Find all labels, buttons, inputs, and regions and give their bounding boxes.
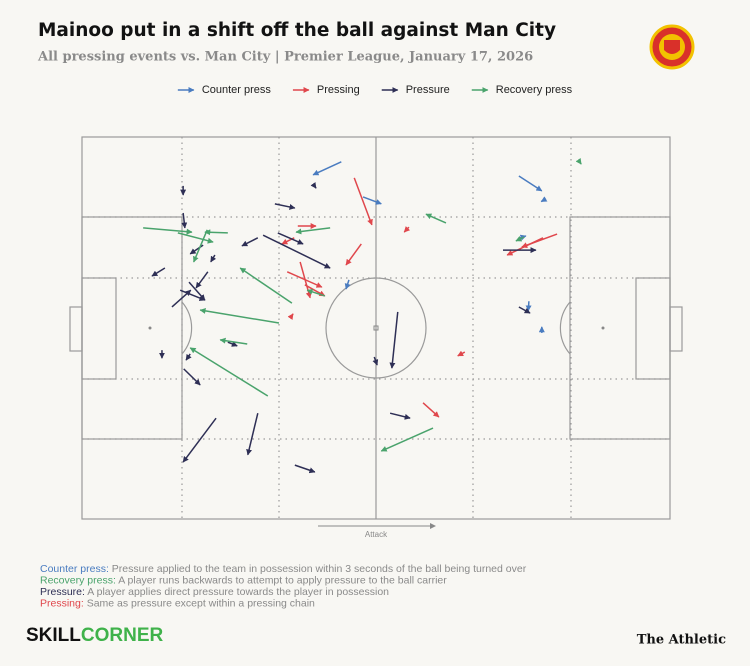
- event-arrow: [151, 267, 166, 277]
- event-arrow: [425, 213, 447, 224]
- event-arrow: [353, 177, 373, 226]
- legend-label: Recovery press: [496, 84, 573, 96]
- event-arrow: [246, 413, 259, 456]
- event-arrow: [310, 182, 317, 189]
- event-arrow: [518, 175, 543, 192]
- chart-subtitle: All pressing events vs. Man City | Premi…: [37, 50, 533, 65]
- brand-logo: SKILLCORNER: [26, 625, 164, 646]
- pitch: [69, 136, 683, 520]
- note: Pressure: A player applies direct pressu…: [40, 586, 389, 598]
- event-arrow: [210, 254, 217, 263]
- arrows: [143, 157, 582, 474]
- event-arrow: [274, 203, 296, 210]
- event-arrow: [295, 227, 331, 235]
- event-arrow: [179, 289, 206, 301]
- note-term: Recovery press:: [40, 574, 116, 586]
- event-arrow: [389, 311, 399, 369]
- event-arrow: [241, 237, 259, 247]
- brand-corner: CORNER: [81, 625, 164, 646]
- event-arrow: [182, 417, 217, 463]
- event-arrow: [457, 350, 466, 357]
- publisher: The Athletic: [637, 633, 726, 648]
- event-arrow: [204, 229, 228, 236]
- event-arrow: [239, 267, 293, 304]
- event-arrow: [518, 306, 531, 314]
- event-arrow: [515, 235, 525, 242]
- event-arrow: [277, 232, 304, 245]
- event-arrow: [525, 301, 532, 312]
- event-arrow: [362, 196, 382, 205]
- event-arrow: [287, 313, 294, 321]
- event-arrow: [506, 237, 544, 256]
- event-arrow: [380, 427, 434, 452]
- event-arrow: [181, 212, 188, 229]
- legend-label: Pressing: [317, 84, 360, 96]
- event-arrow: [219, 337, 248, 345]
- legend-label: Pressure: [406, 84, 450, 96]
- event-arrow: [306, 288, 326, 297]
- note: Recovery press: A player runs backwards …: [40, 574, 447, 586]
- event-arrow: [372, 356, 379, 366]
- event-arrow: [344, 279, 351, 290]
- note-term: Pressing:: [40, 597, 84, 609]
- event-arrow: [183, 368, 201, 386]
- event-arrow: [312, 161, 342, 176]
- note-text: A player applies direct pressure towards…: [85, 586, 389, 598]
- event-arrow: [189, 347, 269, 397]
- legend: Counter press Pressing Pressure Recovery pr…: [177, 84, 573, 96]
- event-arrow: [345, 243, 362, 266]
- event-arrow: [389, 412, 411, 420]
- note: Pressing: Same as pressure except within…: [40, 597, 315, 609]
- event-arrow: [540, 196, 548, 203]
- event-arrow: [195, 271, 209, 289]
- attack-label: Attack: [365, 530, 388, 539]
- note-term: Counter press:: [40, 563, 109, 575]
- event-arrow: [199, 307, 280, 324]
- event-arrow: [171, 289, 192, 308]
- event-arrow: [262, 234, 331, 269]
- note: Counter press: Pressure applied to the t…: [40, 563, 527, 575]
- event-arrow: [575, 157, 582, 165]
- notes: Counter press: Pressure applied to the t…: [40, 563, 527, 610]
- event-arrow: [403, 226, 411, 233]
- note-text: Pressure applied to the team in possessi…: [109, 563, 527, 575]
- event-arrow: [185, 353, 192, 361]
- note-text: Same as pressure except within a pressin…: [84, 597, 315, 609]
- event-arrow: [227, 341, 238, 347]
- event-arrow: [294, 464, 316, 474]
- event-arrow: [143, 227, 193, 235]
- attack-arrowhead: [430, 523, 436, 529]
- note-text: A player runs backwards to attempt to ap…: [116, 574, 447, 586]
- event-arrow: [177, 232, 214, 244]
- event-arrow: [422, 402, 440, 418]
- chart-title: Mainoo put in a shift off the ball again…: [38, 20, 556, 41]
- brand-skill: SKILL: [26, 625, 81, 646]
- legend-label: Counter press: [202, 84, 272, 96]
- crest: [649, 24, 695, 70]
- note-term: Pressure:: [40, 586, 85, 598]
